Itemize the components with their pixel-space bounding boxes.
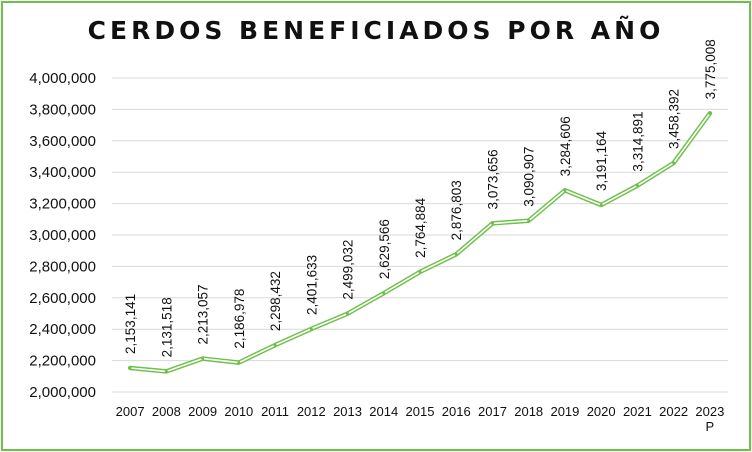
y-tick-label: 2,800,000 [29,258,96,275]
x-tick-label: 2013 [333,404,362,419]
y-tick-label: 3,200,000 [29,196,96,213]
data-label: 3,775,008 [703,39,718,99]
y-tick-label: 3,800,000 [29,101,96,118]
data-point [563,188,567,192]
x-tick-label: 2020 [587,404,616,419]
data-point [382,291,386,295]
x-tick-label: 2011 [261,404,289,419]
x-tick-label: 2022 [659,404,688,419]
data-label: 3,090,907 [522,147,537,207]
x-tick-label: 2009 [188,404,217,419]
y-tick-label: 3,600,000 [29,133,96,150]
data-point [672,161,676,165]
y-tick-label: 2,200,000 [29,353,96,370]
data-label: 2,186,978 [232,289,247,349]
data-point [346,312,350,316]
x-tick-label: 2015 [406,404,435,419]
data-label: 2,213,057 [196,284,211,344]
data-point [454,252,458,256]
data-label: 2,131,518 [159,297,174,357]
data-point [201,357,205,361]
y-tick-label: 3,000,000 [29,227,96,244]
data-label: 3,284,606 [558,116,573,176]
x-tick-label: 2023 [695,404,724,419]
x-tick-label: 2010 [224,404,253,419]
x-tick-label: 2021 [623,404,652,419]
data-label: 2,401,633 [304,255,319,315]
data-label: 2,499,032 [341,240,356,300]
x-tick-label: 2014 [369,404,398,419]
y-tick-label: 3,400,000 [29,164,96,181]
y-tick-label: 4,000,000 [29,70,96,87]
x-tick-label: 2008 [152,404,181,419]
data-label: 2,764,884 [413,197,428,258]
x-tick-label: 2012 [297,404,326,419]
data-point [527,219,531,223]
x-tick-label: 2019 [550,404,579,419]
data-label: 3,191,164 [594,130,609,191]
y-tick-label: 2,400,000 [29,321,96,338]
data-label: 2,629,566 [377,219,392,279]
data-label: 2,153,141 [123,294,138,354]
data-point [164,369,168,373]
y-tick-label: 2,000,000 [29,384,96,401]
x-tick-label: 2016 [442,404,471,419]
data-label: 2,876,803 [449,180,464,240]
data-label: 2,298,432 [268,271,283,331]
data-point [309,327,313,331]
x-tick-label: P [706,419,715,434]
data-point [599,203,603,207]
data-label: 3,073,656 [485,149,500,209]
x-tick-label: 2017 [478,404,507,419]
chart-title: CERDOS BENEFICIADOS POR AÑO [87,16,665,45]
data-point [273,343,277,347]
x-tick-label: 2018 [514,404,543,419]
data-point [418,270,422,274]
data-label: 3,458,392 [667,89,682,149]
data-point [237,361,241,365]
data-point [490,221,494,225]
data-point [635,184,639,188]
y-tick-label: 2,600,000 [29,290,96,307]
data-point [708,111,712,115]
x-tick-label: 2007 [116,404,145,419]
data-label: 3,314,891 [630,111,645,171]
data-point [128,366,132,370]
